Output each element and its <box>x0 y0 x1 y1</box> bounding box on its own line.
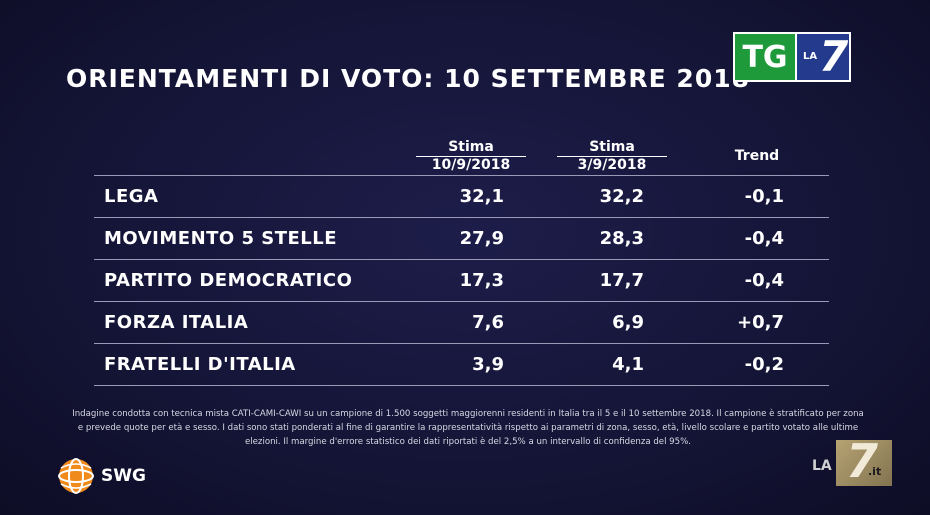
swg-globe-icon <box>58 458 94 494</box>
party-name: LEGA <box>104 186 159 207</box>
column-header-estimate-3-9-label: Stima <box>589 139 635 155</box>
trend-value: -0,2 <box>744 354 784 375</box>
page-title: ORIENTAMENTI DI VOTO: 10 SETTEMBRE 2018 <box>66 64 751 93</box>
la7-it-box <box>836 440 892 486</box>
party-name: FRATELLI D'ITALIA <box>104 354 296 375</box>
swg-logo: SWG <box>55 456 165 496</box>
column-header-trend: Trend <box>734 148 780 164</box>
estimate-10-9: 3,9 <box>472 354 504 375</box>
estimate-10-9: 32,1 <box>459 186 504 207</box>
tg-logo-text: TG <box>733 32 797 82</box>
la7-it-suffix: .it <box>868 465 882 478</box>
estimate-3-9: 4,1 <box>612 354 644 375</box>
table-row: FORZA ITALIA 7,6 6,9 +0,7 <box>94 301 829 343</box>
estimate-10-9: 27,9 <box>459 228 504 249</box>
estimate-3-9: 6,9 <box>612 312 644 333</box>
estimate-3-9: 17,7 <box>599 270 644 291</box>
table-row: FRATELLI D'ITALIA 3,9 4,1 -0,2 <box>94 343 829 386</box>
trend-value: -0,4 <box>744 228 784 249</box>
trend-value: -0,1 <box>744 186 784 207</box>
la7-it-watermark: LA 7 .it <box>812 434 892 490</box>
methodology-note: Indagine condotta con tecnica mista CATI… <box>72 409 864 447</box>
swg-logo-text: SWG <box>101 466 146 486</box>
column-header-estimate-10-9-date: 10/9/2018 <box>416 156 526 174</box>
party-name: MOVIMENTO 5 STELLE <box>104 228 338 249</box>
party-name: PARTITO DEMOCRATICO <box>104 270 353 291</box>
la7-badge-la: LA <box>803 51 818 62</box>
table-row: LEGA 32,1 32,2 -0,1 <box>94 175 829 217</box>
la7-it-la: LA <box>812 458 832 474</box>
estimate-3-9: 28,3 <box>599 228 644 249</box>
la7-it-seven: 7 <box>846 434 879 488</box>
column-header-estimate-3-9: Stima 3/9/2018 <box>557 139 667 174</box>
trend-value: +0,7 <box>737 312 784 333</box>
trend-value: -0,4 <box>744 270 784 291</box>
tg-la7-logo: TG LA 7 <box>733 32 851 82</box>
table-row: MOVIMENTO 5 STELLE 27,9 28,3 -0,4 <box>94 217 829 259</box>
estimate-3-9: 32,2 <box>599 186 644 207</box>
column-header-estimate-3-9-date: 3/9/2018 <box>557 156 667 174</box>
estimate-10-9: 17,3 <box>459 270 504 291</box>
poll-table: LEGA 32,1 32,2 -0,1 MOVIMENTO 5 STELLE 2… <box>94 175 829 386</box>
la7-badge-seven: 7 <box>819 32 849 81</box>
la7-badge: LA 7 <box>795 32 851 82</box>
column-header-estimate-10-9-label: Stima <box>448 139 494 155</box>
column-header-estimate-10-9: Stima 10/9/2018 <box>416 139 526 174</box>
estimate-10-9: 7,6 <box>472 312 504 333</box>
party-name: FORZA ITALIA <box>104 312 249 333</box>
table-row: PARTITO DEMOCRATICO 17,3 17,7 -0,4 <box>94 259 829 301</box>
